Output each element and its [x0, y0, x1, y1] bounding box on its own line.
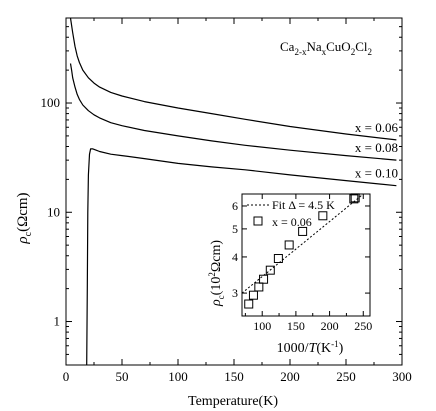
legend-point-swatch	[253, 216, 263, 226]
sample-label-cl: Cl	[355, 39, 368, 54]
inset-x-label-t: T	[309, 341, 318, 356]
x-tick-label: 50	[116, 369, 129, 384]
x-tick-label: 0	[63, 369, 70, 384]
data-point	[349, 194, 359, 204]
y-axis-label-sub: c	[23, 231, 34, 236]
inset-x-tick-label: 150	[287, 319, 305, 333]
legend-fit-label: Fit Δ = 4.5 K	[272, 198, 335, 212]
sample-label-na: Na	[306, 39, 321, 54]
x-axis-label: Temperature(K)	[188, 394, 278, 409]
series-label-x-0-06: x = 0.06	[355, 120, 399, 135]
series-line-x-0-08	[69, 63, 397, 161]
y-axis-label-rho: ρ	[15, 236, 31, 244]
inset-y-label-sub: c	[216, 295, 226, 299]
series-label-x-0-08: x = 0.08	[355, 140, 398, 155]
inset-y-label-rho: ρ	[209, 299, 224, 307]
inset-x-label-prefix: 1000/	[277, 341, 309, 356]
data-point	[254, 282, 264, 292]
inset-y-tick-label: 3	[232, 286, 238, 300]
inset-y-tick-label: 5	[232, 222, 238, 236]
inset-frame	[241, 193, 371, 317]
x-tick-label: 200	[280, 369, 300, 384]
x-tick-label: 300	[392, 369, 412, 384]
legend-point-label: x = 0.06	[272, 215, 312, 229]
data-point	[298, 226, 308, 236]
x-tick-label: 150	[224, 369, 244, 384]
main-plot: 0 50 100 150 200 250 300 1 10 100 x = 0.06 x = 0.08…	[41, 17, 412, 384]
y-tick-label: 10	[47, 204, 60, 219]
inset-x-tick-label: 100	[253, 319, 271, 333]
y-tick-label: 1	[54, 314, 61, 329]
data-point	[273, 254, 283, 264]
inset-x-axis-label: 1000/T(K-1)	[277, 339, 344, 356]
series-label-x-0-10: x = 0.10	[355, 166, 398, 181]
series-line-x-0-10	[86, 148, 397, 366]
inset-y-axis-label: ρc(102Ωcm)	[207, 240, 226, 307]
sample-label: Ca2-xNaxCuO2Cl2	[280, 39, 372, 57]
inset-y-tick-label: 6	[232, 199, 238, 213]
inset-x-label-close: )	[339, 341, 344, 356]
x-tick-label: 100	[168, 369, 188, 384]
data-point	[265, 265, 275, 275]
data-point	[318, 211, 328, 221]
inset-y-label-open: (10	[209, 277, 224, 296]
sample-label-cuo: CuO	[326, 39, 351, 54]
data-point	[350, 193, 360, 203]
sample-label-sub1: 2-x	[294, 47, 306, 57]
data-point	[244, 299, 254, 309]
inset-y-label-exp: 2	[207, 272, 217, 277]
inset-y-label-unit: Ωcm)	[209, 240, 224, 273]
inset-x-tick-label: 200	[321, 319, 339, 333]
sample-label-ca: Ca	[280, 39, 295, 54]
data-point	[248, 290, 258, 300]
data-point	[284, 240, 294, 250]
series-line-x-0-06	[69, 17, 397, 141]
inset-x-tick-label: 250	[354, 319, 372, 333]
y-tick-label: 100	[41, 95, 61, 110]
y-axis-label-unit: (Ωcm)	[15, 192, 31, 231]
inset-plot: 100 150 200 250 3 4 5 6 Fit Δ = 4.5 K x = 0.06	[232, 193, 372, 333]
inset-x-label-open: (K	[316, 341, 331, 356]
sample-label-sub4: 2	[367, 47, 372, 57]
y-axis-label: ρc(Ωcm)	[15, 192, 34, 244]
data-point	[259, 274, 269, 284]
sample-label-sub2: x	[322, 47, 327, 57]
inset-y-tick-label: 4	[232, 250, 238, 264]
sample-label-sub3: 2	[351, 47, 356, 57]
inset-x-label-exp: -1	[331, 339, 339, 349]
x-tick-label: 250	[336, 369, 356, 384]
